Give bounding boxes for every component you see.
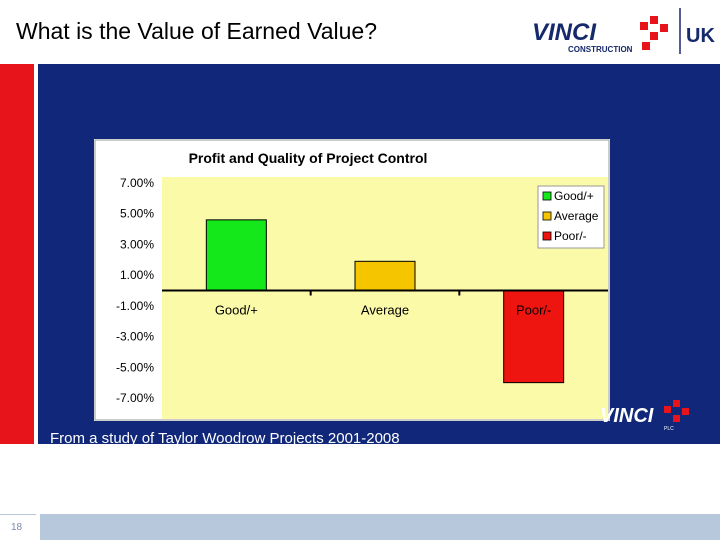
bar-chart: Profit and Quality of Project Control 7.…: [94, 139, 610, 421]
logo-brand: VINCI: [532, 19, 597, 46]
chart-legend: Good/+ Average Poor/-: [537, 185, 605, 249]
y-tick-label: 7.00%: [120, 176, 154, 190]
y-tick-label: -7.00%: [116, 391, 154, 405]
legend-swatch-2: [542, 231, 552, 241]
chart-frame: Profit and Quality of Project Control 7.…: [94, 139, 610, 421]
bar-2: [503, 290, 565, 384]
accent-bar: [0, 64, 34, 444]
chart-title: Profit and Quality of Project Control: [189, 150, 428, 166]
logo-cross-icon: [640, 16, 668, 50]
legend-label: Good/+: [554, 189, 594, 203]
watermark-sub: PLC: [664, 426, 674, 432]
page-number: 18: [11, 522, 23, 533]
legend-swatch-1: [542, 211, 552, 221]
bar-0: [205, 219, 267, 291]
x-category-label: Average: [361, 303, 409, 318]
x-category-label: Good/+: [215, 303, 258, 318]
y-tick-label: 1.00%: [120, 268, 154, 282]
legend-label: Poor/-: [554, 229, 587, 243]
footer-number-box: [0, 514, 36, 541]
y-tick-label: -5.00%: [116, 360, 154, 374]
vinci-logo: VINCI CONSTRUCTION UK: [532, 8, 715, 54]
x-category-label: Poor/-: [516, 303, 551, 318]
vinci-watermark-logo: VINCI PLC: [600, 400, 689, 432]
y-tick-label: 3.00%: [120, 237, 154, 251]
chart-caption: From a study of Taylor Woodrow Projects …: [50, 430, 400, 447]
legend-label: Average: [554, 209, 599, 223]
logo-region: UK: [686, 25, 715, 47]
bar-1: [354, 260, 416, 291]
footer-bar: [40, 514, 720, 540]
watermark-cross-icon: [664, 400, 689, 422]
y-tick-label: -1.00%: [116, 299, 154, 313]
logo-sub: CONSTRUCTION: [568, 45, 633, 54]
y-tick-label: -3.00%: [116, 330, 154, 344]
y-tick-label: 5.00%: [120, 207, 154, 221]
legend-swatch-0: [542, 191, 552, 201]
slide-title: What is the Value of Earned Value?: [16, 18, 377, 44]
watermark-brand: VINCI: [600, 405, 654, 427]
